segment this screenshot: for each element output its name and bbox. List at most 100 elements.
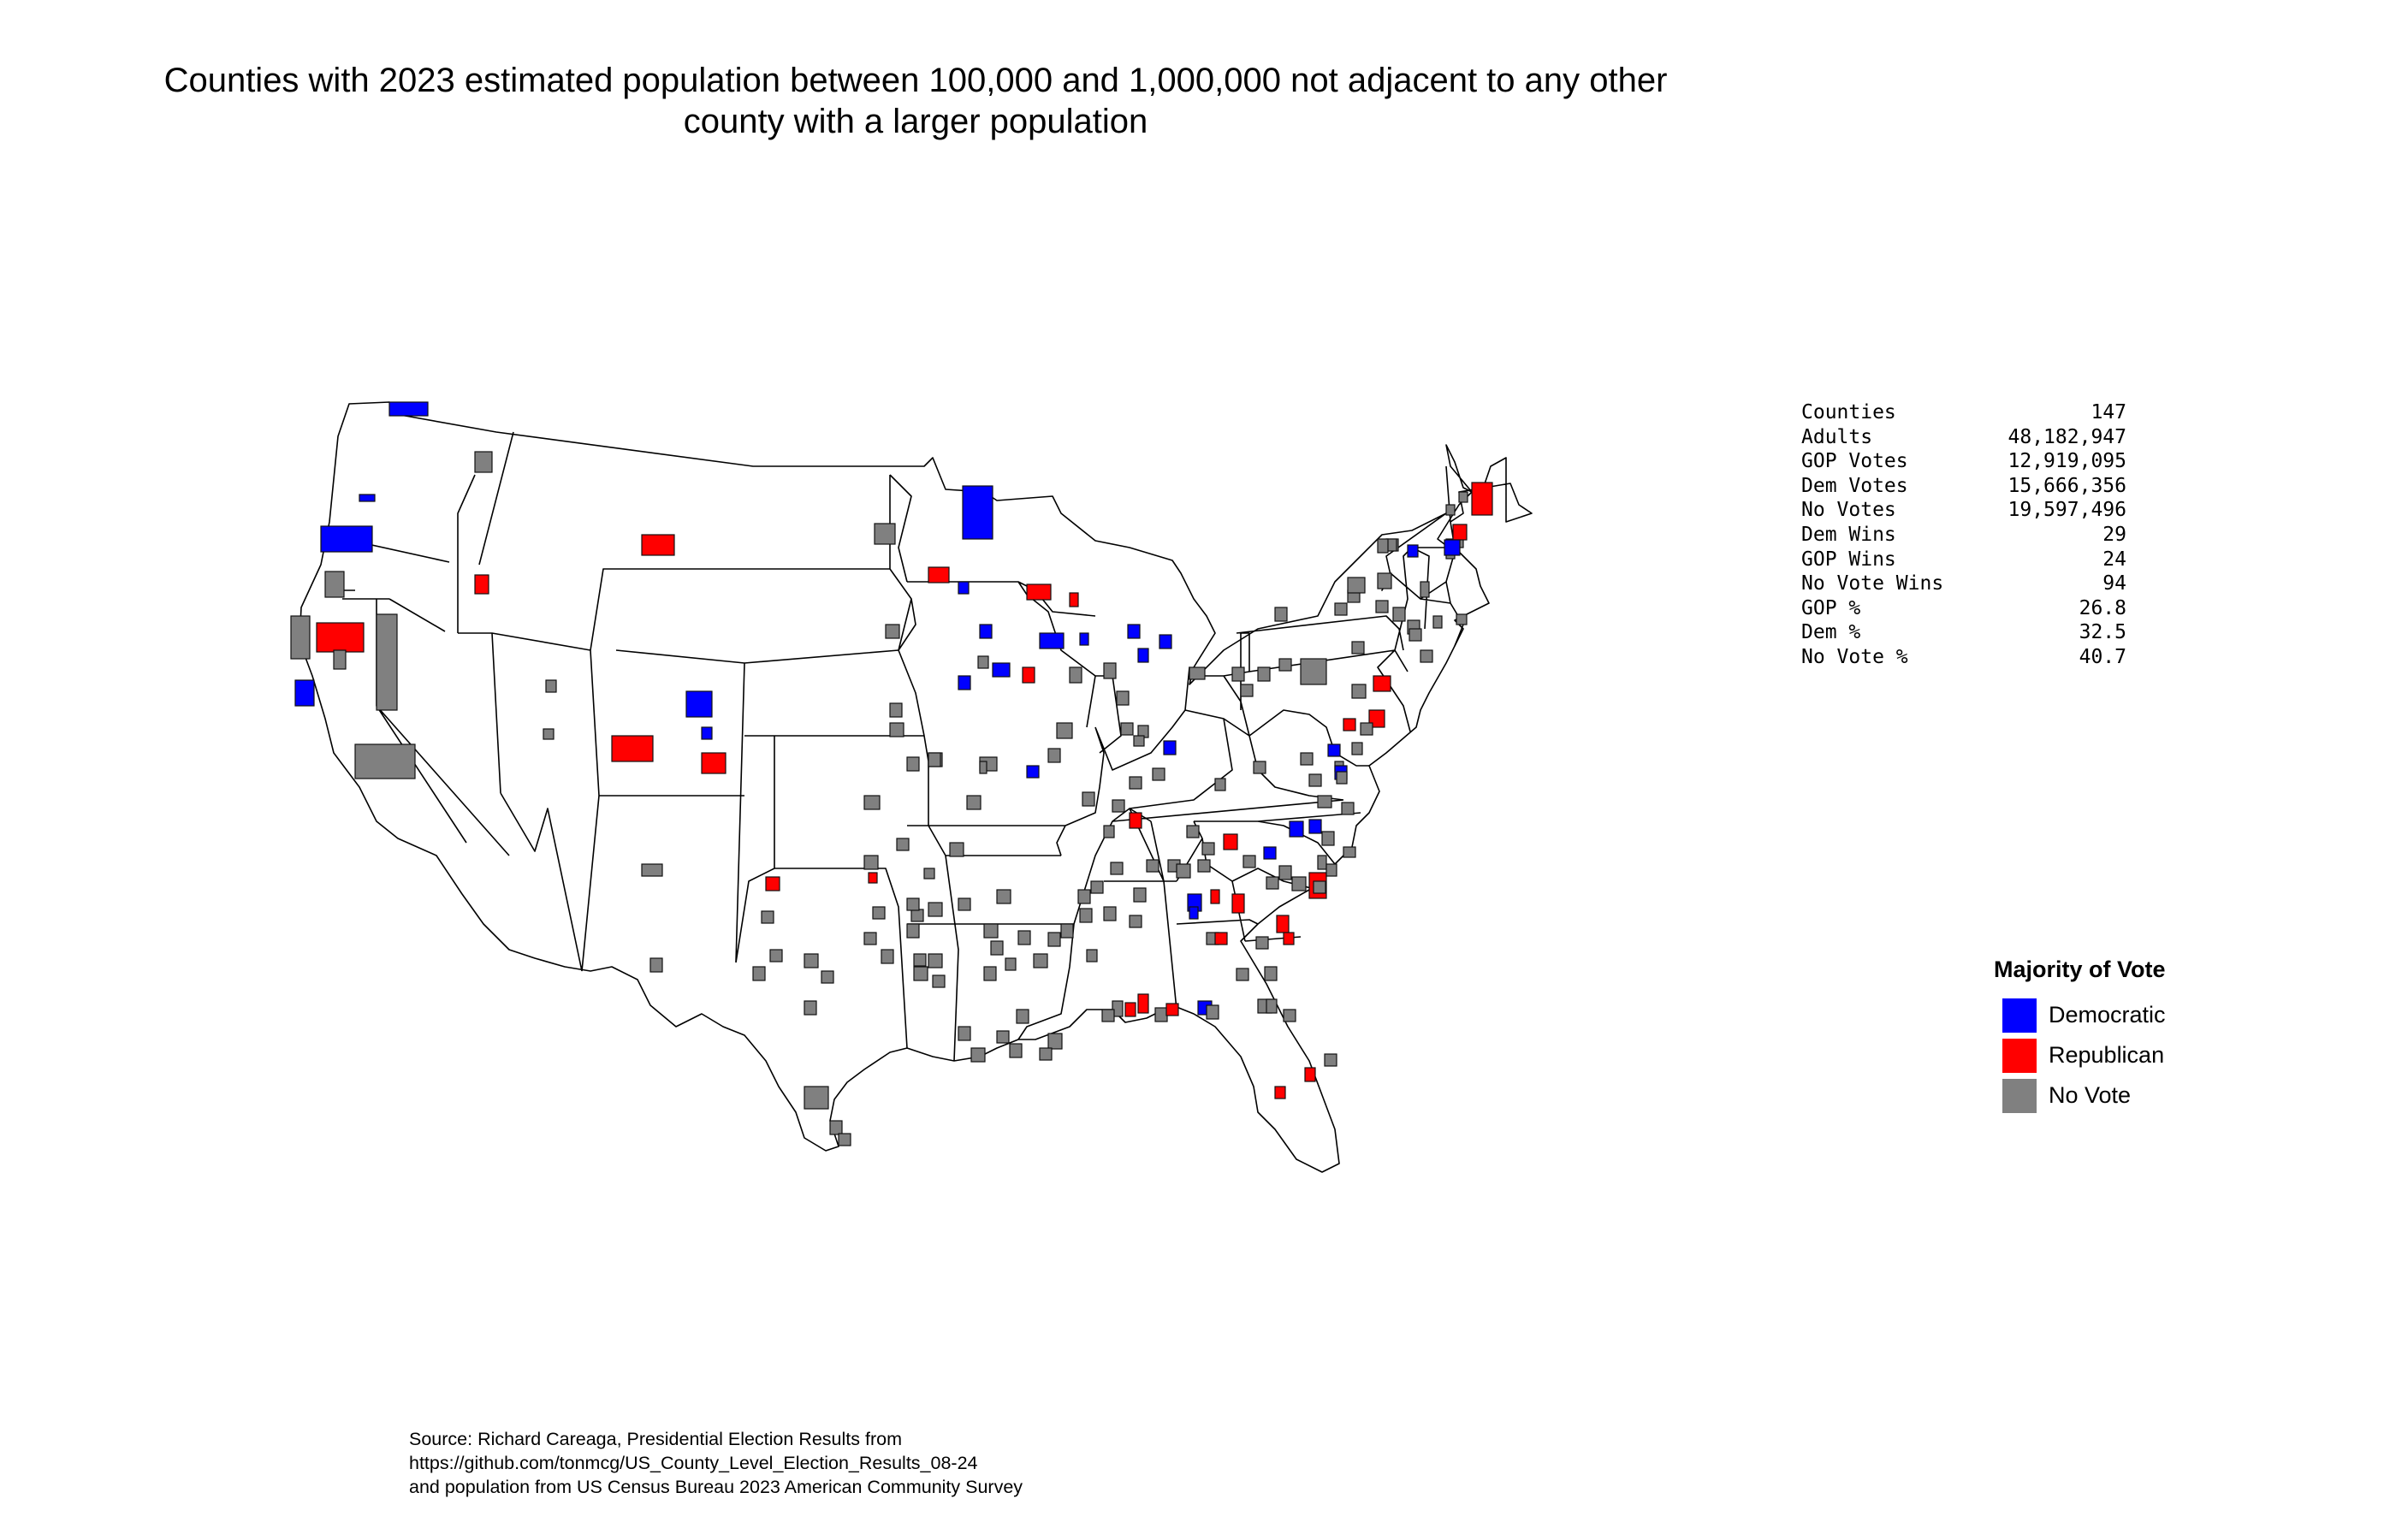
stat-label: Dem Wins	[1801, 523, 1896, 546]
county-no-vote	[829, 1120, 843, 1135]
county-no-vote	[1420, 649, 1433, 663]
county-no-vote	[1086, 949, 1098, 962]
county-no-vote	[1090, 880, 1104, 894]
county-republican	[1022, 666, 1035, 684]
legend-title: Majority of Vote	[1994, 957, 2166, 982]
county-no-vote	[1253, 761, 1266, 774]
stat-row: No Vote % 40.7	[1801, 645, 2126, 670]
county-no-vote	[1351, 641, 1365, 654]
county-no-vote	[1341, 802, 1355, 815]
county-republican	[1124, 1002, 1136, 1017]
stat-row: Counties 147	[1801, 400, 2126, 425]
stat-row: No Votes 19,597,496	[1801, 498, 2126, 523]
county-democratic	[294, 679, 315, 707]
stat-row: Dem Votes 15,666,356	[1801, 474, 2126, 499]
county-no-vote	[863, 795, 881, 810]
stat-row: GOP Wins 24	[1801, 548, 2126, 572]
county-no-vote	[804, 1000, 817, 1016]
county-republican	[1026, 583, 1052, 601]
county-democratic	[1308, 819, 1322, 834]
county-no-vote	[290, 615, 311, 660]
county-no-vote	[1326, 863, 1337, 877]
county-republican	[1129, 812, 1142, 829]
county-democratic	[701, 726, 713, 740]
county-republican	[1471, 482, 1493, 516]
county-no-vote	[1146, 859, 1159, 873]
county-no-vote	[1458, 491, 1468, 503]
county-no-vote	[1377, 538, 1389, 554]
county-no-vote	[1101, 1009, 1115, 1022]
state-boundaries	[299, 401, 1533, 1173]
source-line-3: and population from US Census Bureau 202…	[409, 1477, 1023, 1497]
county-no-vote	[1351, 684, 1367, 699]
legend-item-republican: Republican	[2002, 1035, 2166, 1075]
stat-value: 40.7	[2079, 645, 2126, 668]
county-republican	[1214, 932, 1228, 945]
stat-row: No Vote Wins 94	[1801, 572, 2126, 596]
legend-swatch-democratic	[2002, 998, 2037, 1033]
county-democratic	[979, 624, 993, 639]
county-democratic	[962, 485, 993, 540]
stat-label: No Vote %	[1801, 645, 1908, 668]
stat-label: GOP %	[1801, 596, 1861, 619]
county-no-vote	[1016, 1009, 1029, 1024]
stat-value: 12,919,095	[2008, 450, 2126, 473]
county-no-vote	[1392, 607, 1406, 622]
county-republican	[1231, 893, 1245, 914]
county-no-vote	[1017, 930, 1031, 945]
county-republican	[1283, 932, 1295, 945]
county-democratic	[1289, 820, 1304, 838]
county-no-vote	[324, 571, 345, 598]
county-no-vote	[1033, 953, 1048, 968]
county-no-vote	[1343, 846, 1356, 858]
county-republican	[1304, 1067, 1316, 1082]
stat-label: GOP Votes	[1801, 450, 1908, 473]
county-no-vote	[1005, 957, 1017, 971]
source-line-2: https://github.com/tonmcg/US_County_Leve…	[409, 1453, 978, 1473]
county-no-vote	[1133, 735, 1145, 747]
title-line-2: county with a larger population	[683, 103, 1148, 140]
county-no-vote	[889, 702, 903, 718]
county-no-vote	[376, 613, 398, 711]
county-democratic	[1444, 539, 1461, 556]
county-no-vote	[863, 932, 877, 945]
county-no-vote	[1082, 791, 1095, 807]
county-no-vote	[1317, 795, 1332, 808]
county-no-vote	[1255, 936, 1269, 950]
county-no-vote	[1334, 602, 1348, 616]
county-republican	[474, 574, 489, 595]
county-republican	[1069, 592, 1079, 607]
county-no-vote	[752, 966, 766, 981]
county-no-vote	[1409, 628, 1422, 642]
stat-value: 19,597,496	[2008, 499, 2126, 522]
county-no-vote	[1189, 666, 1206, 680]
legend-swatch-republican	[2002, 1038, 2037, 1073]
county-democratic	[1079, 632, 1089, 646]
county-no-vote	[977, 655, 989, 669]
county-no-vote	[1324, 1053, 1337, 1067]
county-no-vote	[1133, 887, 1147, 903]
stat-value: 48,182,947	[2008, 425, 2126, 448]
county-republican	[928, 566, 950, 583]
county-no-vote	[1112, 799, 1125, 813]
county-no-vote	[896, 838, 910, 851]
county-republican	[611, 735, 654, 762]
county-no-vote	[1231, 666, 1245, 682]
county-republican	[1276, 915, 1290, 933]
legend-swatch-no-vote	[2002, 1078, 2037, 1113]
county-democratic	[1159, 634, 1172, 649]
county-no-vote	[949, 842, 964, 857]
county-democratic	[958, 581, 970, 595]
summary-stats-table: Counties 147 Adults 48,182,947 GOP Votes 12,9…	[1801, 400, 2126, 670]
legend-label-democratic: Democratic	[2049, 1002, 2166, 1028]
county-no-vote	[641, 863, 663, 877]
county-no-vote	[543, 728, 555, 740]
county-democratic	[958, 675, 971, 690]
stat-label: Counties	[1801, 401, 1896, 424]
legend: Majority of Vote Democratic Republican N…	[1994, 957, 2166, 1116]
county-no-vote	[1432, 615, 1443, 629]
county-no-vote	[996, 1030, 1010, 1044]
county-no-vote	[1129, 776, 1142, 790]
county-no-vote	[983, 923, 999, 939]
county-no-vote	[1103, 825, 1115, 838]
